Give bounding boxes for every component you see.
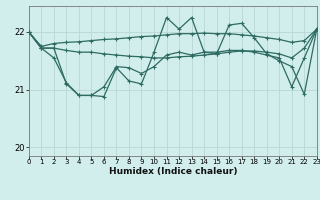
X-axis label: Humidex (Indice chaleur): Humidex (Indice chaleur) [108,167,237,176]
